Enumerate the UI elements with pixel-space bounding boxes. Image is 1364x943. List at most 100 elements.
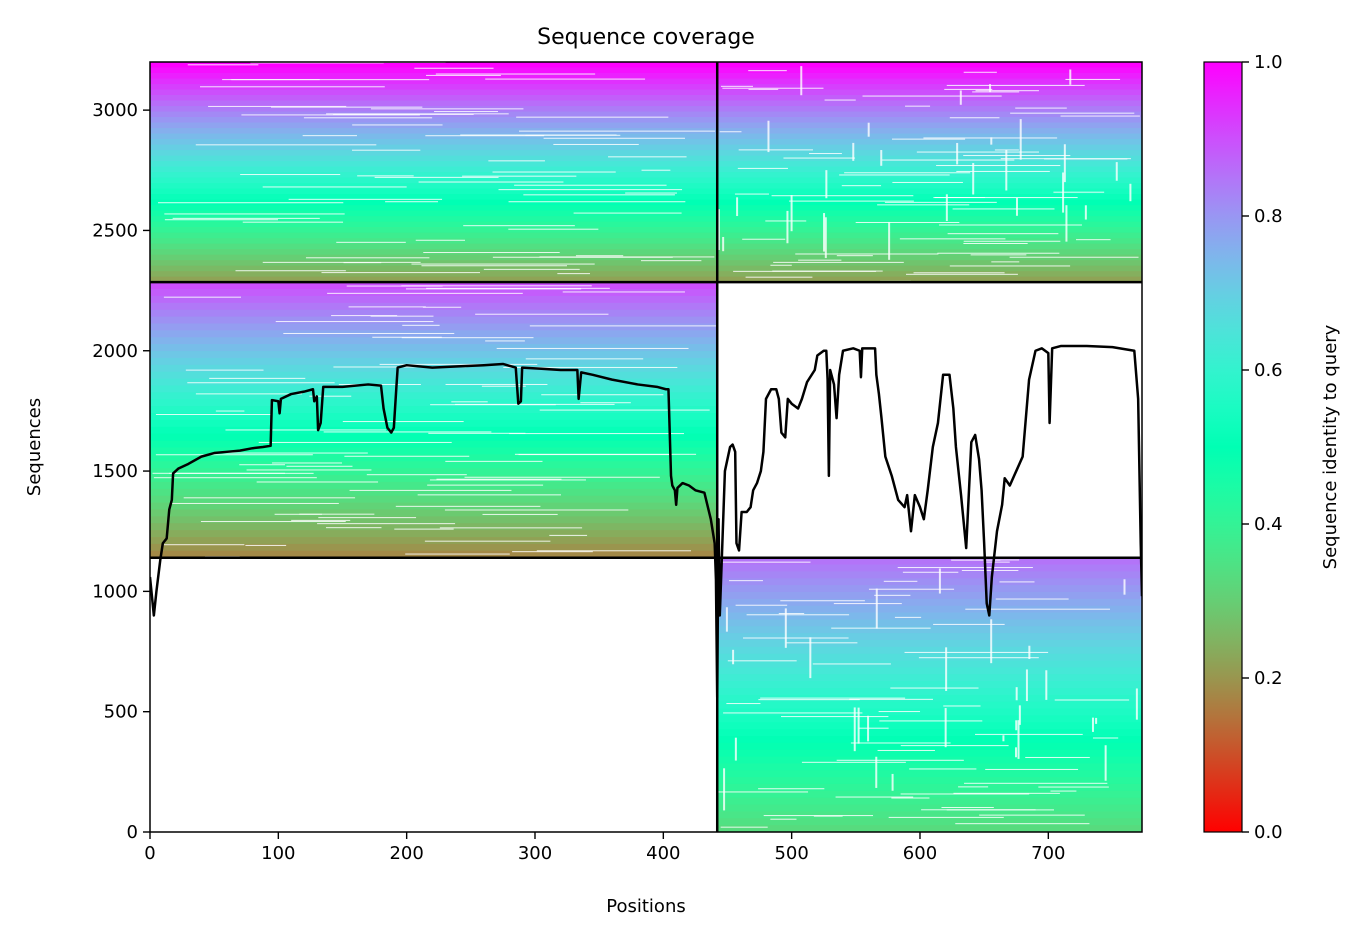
heatmap-band — [150, 67, 718, 74]
gap-streak — [485, 78, 646, 80]
gap-streak — [258, 441, 452, 443]
gap-streak — [735, 604, 788, 606]
gap-streak — [1065, 78, 1121, 80]
heatmap-band — [717, 667, 1142, 675]
gap-streak — [425, 135, 545, 137]
gap-streak — [758, 788, 825, 790]
heatmap-band — [150, 260, 718, 267]
gap-streak — [742, 637, 849, 639]
gap-streak — [798, 259, 842, 261]
gap-streak — [291, 519, 351, 521]
heatmap-band — [717, 722, 1142, 730]
gap-streak — [956, 142, 959, 165]
gap-streak — [1063, 144, 1066, 183]
gap-streak — [557, 273, 590, 275]
gap-streak — [529, 325, 717, 327]
gap-streak — [445, 383, 548, 385]
gap-streak — [944, 88, 993, 90]
gap-streak — [881, 159, 1015, 161]
gap-streak — [200, 86, 385, 88]
heatmap-band — [717, 128, 1142, 135]
gap-streak — [813, 815, 843, 817]
gap-streak — [342, 421, 464, 423]
gap-streak — [852, 142, 855, 161]
gap-streak — [1015, 687, 1018, 701]
heatmap-band — [717, 232, 1142, 239]
heatmap-band — [717, 783, 1142, 792]
gap-streak — [305, 257, 430, 259]
gap-streak — [543, 137, 686, 139]
gap-streak — [464, 476, 660, 478]
gap-streak — [1014, 747, 1017, 758]
gap-streak — [405, 553, 510, 555]
heatmap-band — [717, 150, 1142, 157]
gap-streak — [405, 288, 582, 290]
gap-streak — [164, 219, 278, 221]
heatmap-band — [150, 216, 718, 223]
plot-area — [150, 62, 1142, 832]
heatmap-band — [150, 461, 718, 469]
gap-streak — [240, 174, 341, 176]
gap-streak — [855, 221, 960, 223]
x-tick-label: 300 — [518, 843, 552, 864]
heatmap-band — [150, 523, 718, 531]
gap-streak — [902, 571, 959, 573]
gap-streak — [427, 484, 544, 486]
gap-streak — [763, 815, 874, 817]
heatmap-band — [717, 100, 1142, 107]
gap-streak — [1062, 172, 1065, 213]
gap-streak — [850, 742, 951, 744]
gap-streak — [725, 607, 728, 632]
heatmap-band — [717, 73, 1142, 80]
gap-streak — [641, 260, 702, 262]
gap-streak — [767, 120, 770, 153]
gap-streak — [849, 698, 933, 700]
gap-streak — [1092, 737, 1119, 739]
gap-streak — [401, 337, 534, 339]
colorbar-label: Sequence identity to query — [1320, 324, 1341, 569]
heatmap-band — [717, 84, 1142, 91]
gap-streak — [401, 285, 592, 287]
heatmap-band — [717, 633, 1142, 641]
gap-streak — [784, 608, 787, 648]
heatmap-band — [717, 605, 1142, 614]
gap-streak — [436, 478, 562, 480]
gap-streak — [758, 699, 860, 701]
chart-title: Sequence coverage — [537, 25, 755, 50]
gap-streak — [880, 150, 883, 166]
gap-streak — [394, 528, 454, 530]
gap-streak — [155, 414, 271, 416]
gap-streak — [514, 453, 697, 455]
gap-streak — [283, 332, 455, 334]
heatmap-band — [717, 133, 1142, 140]
heatmap-band — [150, 530, 718, 538]
gap-streak — [836, 759, 964, 761]
gap-streak — [868, 588, 955, 590]
gap-streak — [274, 513, 322, 515]
gap-streak — [1054, 699, 1130, 701]
heatmap-band — [150, 128, 718, 135]
gap-streak — [938, 568, 941, 594]
gap-streak — [348, 306, 426, 308]
gap-streak — [949, 117, 1000, 119]
heatmap-band — [717, 205, 1142, 212]
gap-streak — [241, 114, 420, 116]
heatmap-band — [717, 67, 1142, 74]
gap-streak — [539, 256, 715, 258]
gap-streak — [414, 67, 494, 69]
gap-streak — [983, 561, 1010, 563]
gap-streak — [947, 233, 1059, 235]
heatmap-band — [150, 426, 718, 435]
heatmap-band — [150, 133, 718, 140]
gap-streak — [496, 347, 689, 349]
gap-streak — [717, 209, 720, 250]
heatmap-band — [717, 578, 1142, 586]
gap-streak — [435, 73, 596, 75]
heatmap-band — [717, 777, 1142, 785]
colorbar-tick-label: 0.4 — [1254, 514, 1283, 535]
gap-streak — [1060, 115, 1140, 117]
heatmap-band — [717, 276, 1142, 283]
heatmap-band — [717, 194, 1142, 201]
gap-streak — [275, 321, 434, 323]
